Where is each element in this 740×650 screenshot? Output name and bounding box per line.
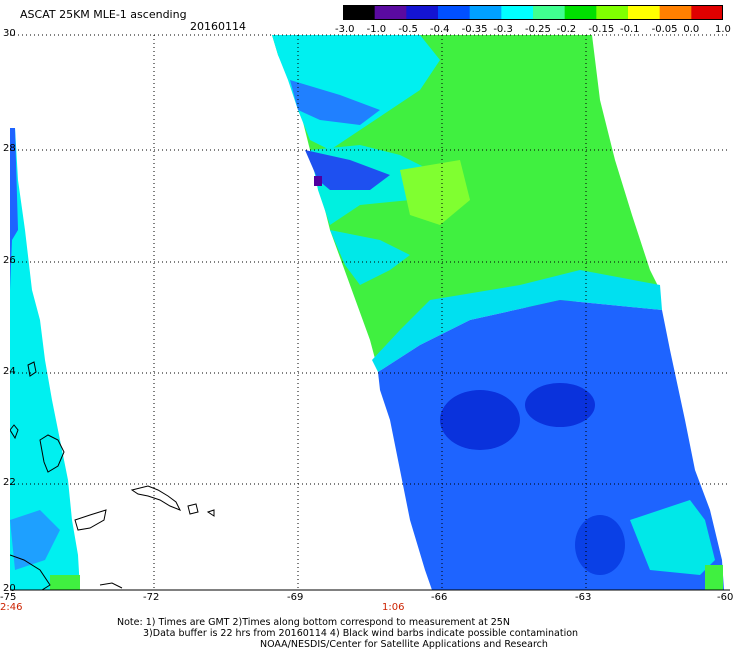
lat-label-24: 24: [3, 366, 16, 377]
lon-label-60: -60: [717, 592, 734, 603]
colorbar-segment: [501, 5, 534, 20]
east-swath-cyan-lower-right: [630, 500, 715, 575]
colorbar-tick-label: -0.1: [620, 24, 640, 35]
colorbar-segment: [596, 5, 629, 20]
colorbar-tick-label: -0.35: [461, 24, 488, 35]
east-swath-green-corner: [705, 565, 723, 590]
west-swath: [10, 128, 80, 590]
map-date: 20160114: [190, 20, 246, 33]
note-line-2: 3)Data buffer is 22 hrs from 20160114 4)…: [143, 628, 579, 639]
colorbar-segment: [691, 5, 723, 20]
colorbar-tick-label: 0.0: [683, 24, 700, 35]
colorbar-segment: [438, 5, 471, 20]
lat-label-26: 26: [3, 255, 16, 266]
colorbar-tick-label: -0.2: [556, 24, 577, 35]
colorbar-tick-label: -0.4: [430, 24, 450, 35]
colorbar-tick-label: -0.25: [525, 24, 551, 35]
colorbar: [343, 5, 723, 20]
lon-label-66: -66: [431, 592, 448, 603]
colorbar-border: [343, 5, 723, 20]
note-line-1: Note: 1) Times are GMT 2)Times along bot…: [117, 617, 510, 628]
time-label-west: 2:46: [0, 602, 23, 613]
grid: [10, 34, 730, 590]
coastlines: [10, 361, 215, 590]
colorbar-tick-label: -0.15: [588, 24, 615, 35]
east-swath-deep-blue-core-3: [575, 515, 625, 575]
west-swath-blue-2: [10, 510, 60, 570]
colorbar-tick-label: -0.3: [493, 24, 513, 35]
map-title: ASCAT 25KM MLE-1 ascending: [20, 8, 187, 21]
east-swath-purple-spot: [314, 176, 322, 186]
colorbar-tick-label: -3.0: [335, 24, 355, 35]
east-swath-cyan-transition: [372, 270, 662, 372]
east-swath-blue-streak: [290, 80, 380, 125]
colorbar-segment: [343, 5, 376, 20]
lon-label-72: -72: [143, 592, 160, 603]
east-swath-deep-blue-core-2: [525, 383, 595, 427]
west-swath-blue: [10, 128, 18, 290]
east-swath-deep-blue-core: [440, 390, 520, 450]
colorbar-segment: [406, 5, 439, 20]
colorbar-tick-label: 1.0: [715, 24, 731, 35]
colorbar-tick-label: -0.05: [651, 24, 678, 35]
time-label-east: 1:06: [382, 602, 405, 613]
colorbar-segment: [659, 5, 692, 20]
lat-label-22: 22: [3, 477, 16, 488]
colorbar-segment: [469, 5, 502, 20]
colorbar-segment: [628, 5, 661, 20]
east-swath-cyan-band: [330, 230, 410, 285]
lat-label-30: 30: [3, 28, 16, 39]
lon-label-63: -63: [575, 592, 592, 603]
lon-label-69: -69: [287, 592, 304, 603]
east-swath-cyan-top: [272, 35, 440, 150]
colorbar-segment: [564, 5, 597, 20]
east-swath-light-green: [400, 160, 470, 225]
east-swath-blue-streak-2: [305, 150, 390, 190]
west-swath-green-corner: [50, 575, 80, 590]
colorbar-segment: [533, 5, 566, 20]
colorbar-segment: [374, 5, 407, 20]
colorbar-tick-label: -1.0: [366, 24, 387, 35]
lon-label-75: -75: [0, 592, 17, 603]
note-line-3: NOAA/NESDIS/Center for Satellite Applica…: [260, 639, 548, 650]
lat-label-28: 28: [3, 143, 16, 154]
colorbar-tick-label: -0.5: [398, 24, 418, 35]
lat-label-20: 20: [3, 583, 16, 594]
